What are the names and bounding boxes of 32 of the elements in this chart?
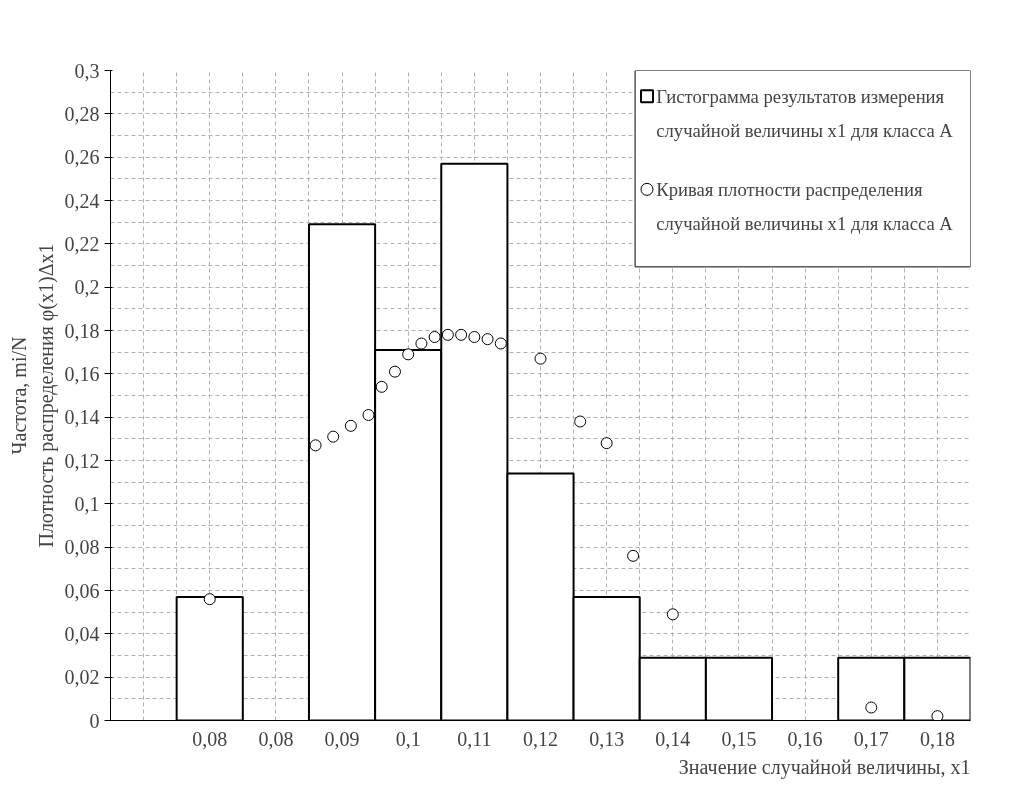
legend-label: Гистограмма результатов измерения случайной величины x1 для класса А — [656, 85, 954, 142]
y-tick-label: 0,28 — [64, 102, 100, 125]
x-tick-label: 0,17 — [853, 727, 889, 750]
x-tick-label: 0,12 — [523, 727, 558, 750]
x-tick-label: 0,13 — [589, 727, 625, 750]
x-tick-label: 0,08 — [192, 727, 228, 750]
x-axis-title: Значение случайной величины, x1 — [678, 755, 971, 779]
y-tick-label: 0 — [89, 709, 100, 732]
y-tick-label: 0,2 — [74, 276, 100, 299]
x-tick-label: 0,16 — [787, 727, 823, 750]
y-tick-label: 0,22 — [64, 232, 100, 255]
x-tick-label: 0,14 — [655, 727, 691, 750]
y-tick-label: 0,24 — [64, 189, 100, 212]
y-tick-label: 0,02 — [64, 666, 100, 689]
x-tick-label: 0,08 — [258, 727, 294, 750]
x-tick-label: 0,09 — [324, 727, 360, 750]
y-tick-label: 0,1 — [74, 492, 100, 515]
y-tick-label: 0,14 — [64, 406, 100, 429]
y-tick-label: 0,12 — [64, 449, 100, 472]
x-tick-label: 0,11 — [457, 727, 492, 750]
y-tick-label: 0,04 — [64, 622, 100, 645]
y-tick-label: 0,16 — [64, 362, 100, 385]
y-tick-label: 0,06 — [64, 579, 100, 602]
x-tick-label: 0,18 — [919, 727, 955, 750]
y-tick-label: 0,26 — [64, 146, 100, 169]
y-tick-label: 0,18 — [64, 319, 100, 342]
y-axis-title: Частота, mi/N Плотность распределения φ(x1)Δx1 — [8, 243, 58, 548]
y-tick-label: 0,3 — [74, 59, 100, 82]
y-tick-label: 0,08 — [64, 536, 100, 559]
x-tick-label: 0,1 — [395, 727, 421, 750]
legend-label: Кривая плотности распределения случайной величины x1 для класса А — [656, 178, 954, 235]
x-tick-label: 0,15 — [721, 727, 757, 750]
